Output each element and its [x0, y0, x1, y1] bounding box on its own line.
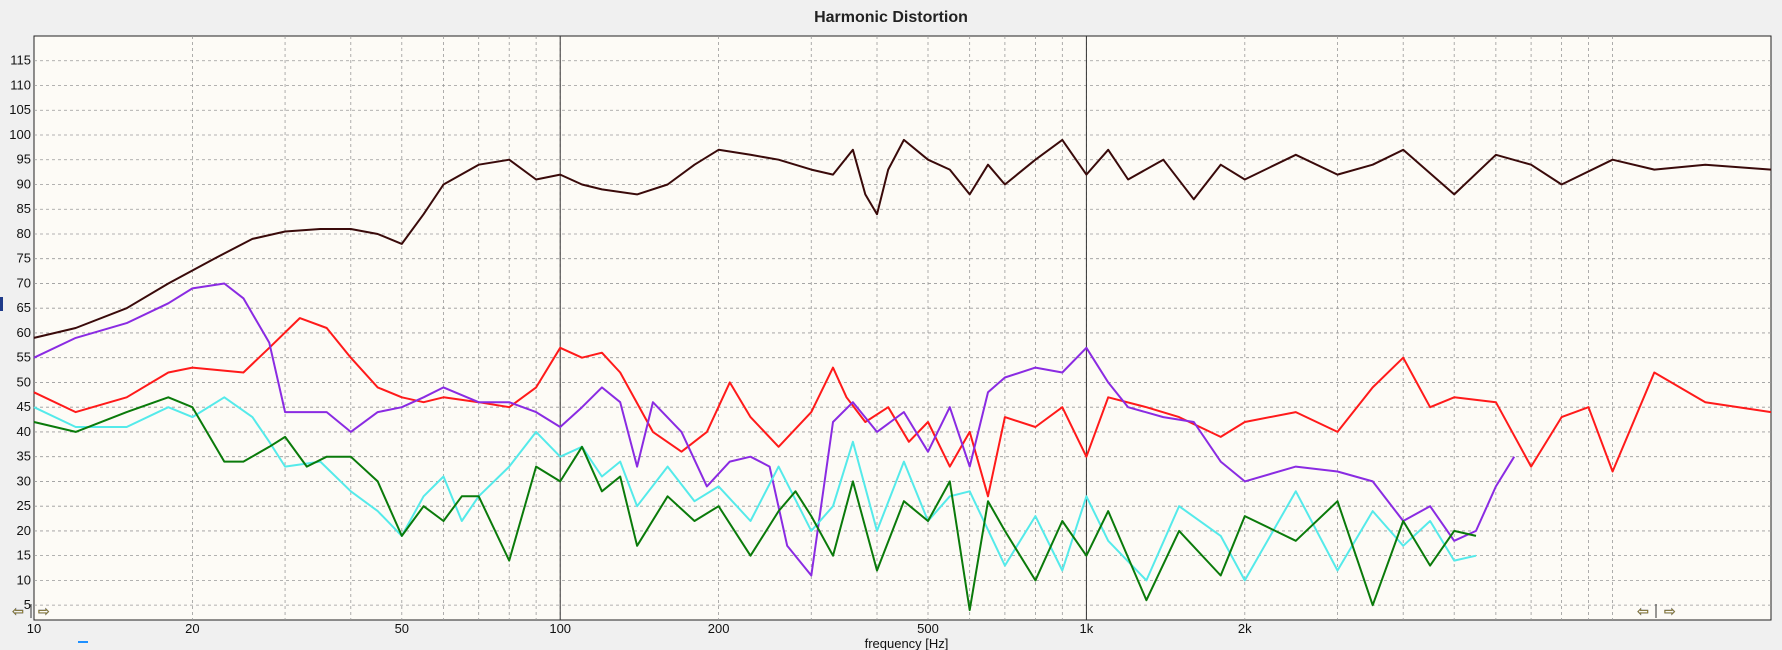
range-markers: ⇦ ⇨ ⇦ ⇨ — [12, 604, 1676, 643]
y-tick-label: 50 — [17, 374, 31, 389]
y-tick-label: 90 — [17, 176, 31, 191]
series-line-3 — [33, 282, 1516, 577]
series-layer — [33, 138, 1772, 612]
y-tick-label: 25 — [17, 498, 31, 513]
x-tick-labels: 10 20 50 100 200 500 1k 2k — [27, 621, 1252, 636]
y-tick-label: 55 — [17, 350, 31, 365]
x-tick-label: 50 — [395, 621, 409, 636]
y-tick-label: 35 — [17, 449, 31, 464]
x-axis-label: frequency [Hz] — [865, 636, 949, 650]
y-tick-label: 30 — [17, 473, 31, 488]
y-tick-label: 85 — [17, 201, 31, 216]
x-tick-label: 1k — [1080, 621, 1094, 636]
x-tick-label: 20 — [185, 621, 199, 636]
y-tick-label: 95 — [17, 152, 31, 167]
range-marker-icon: ⇦ — [12, 604, 24, 620]
y-tick-label: 110 — [10, 77, 31, 92]
series-line-1 — [33, 138, 1772, 339]
x-tick-label: 500 — [917, 621, 939, 636]
y-tick-labels: 5 10 15 20 25 30 35 40 45 50 55 60 65 70 75 80 85 90 95 100… — [9, 53, 31, 612]
series-line-5 — [33, 396, 1477, 612]
major-grid — [559, 36, 1087, 620]
y-tick-label: 100 — [9, 127, 31, 142]
y-tick-label: 70 — [17, 275, 31, 290]
y-tick-label: 105 — [9, 102, 31, 117]
y-tick-label: 15 — [17, 548, 31, 563]
range-marker-icon: ⇨ — [1664, 604, 1676, 620]
x-tick-label: 200 — [708, 621, 730, 636]
y-tick-label: 40 — [17, 424, 31, 439]
y-tick-label: 115 — [10, 53, 31, 68]
series-line-2 — [33, 317, 1772, 498]
y-tick-label: 75 — [17, 251, 31, 266]
y-tick-label: 20 — [17, 523, 31, 538]
y-tick-label: 10 — [17, 572, 31, 587]
chart-title: Harmonic Distortion — [814, 9, 968, 26]
x-tick-label: 100 — [549, 621, 571, 636]
x-tick-label: 10 — [27, 621, 41, 636]
y-axis-label-fragment — [0, 297, 3, 311]
y-tick-label: 65 — [17, 300, 31, 315]
x-tick-label: 2k — [1238, 621, 1252, 636]
y-tick-label: 45 — [17, 399, 31, 414]
plot-area — [33, 35, 1772, 621]
series-line-4 — [33, 396, 1477, 582]
range-marker-icon: ⇦ — [1637, 604, 1649, 620]
range-marker-icon: ⇨ — [38, 604, 50, 620]
y-tick-label: 60 — [17, 325, 31, 340]
y-tick-label: 80 — [17, 226, 31, 241]
y-tick-label: 5 — [24, 597, 31, 612]
